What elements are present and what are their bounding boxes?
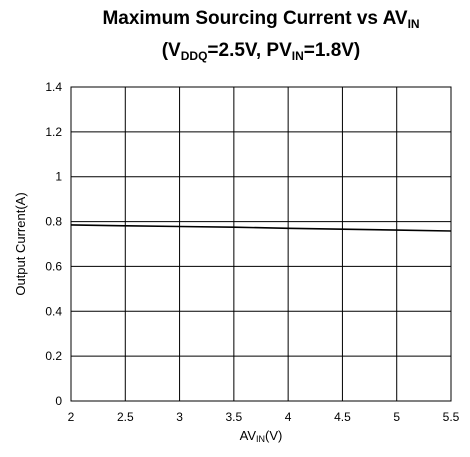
y-tick-labels: 0 0.2 0.4 0.6 0.8 1 1.2 1.4 [45, 80, 62, 408]
x-tick-label: 3.5 [226, 410, 243, 424]
x-tick-label: 2 [68, 410, 75, 424]
y-tick-label: 0.8 [45, 215, 62, 229]
plot-frame [70, 86, 452, 402]
x-tick-label: 4 [285, 410, 292, 424]
chart-title-line1: Maximum Sourcing Current vs AVIN [102, 8, 420, 31]
x-tick-label: 2.5 [117, 410, 134, 424]
y-tick-label: 0.6 [45, 259, 62, 273]
x-tick-label: 5 [393, 410, 400, 424]
x-tick-label: 4.5 [334, 410, 351, 424]
x-tick-label: 5.5 [443, 410, 460, 424]
y-tick-label: 1 [55, 170, 62, 184]
y-tick-label: 1.2 [45, 125, 62, 139]
y-tick-label: 0.2 [45, 349, 62, 363]
series-line [70, 224, 452, 232]
y-tick-label: 0.4 [45, 304, 62, 318]
chart-title-line2: (VDDQ=2.5V, PVIN=1.8V) [161, 40, 361, 63]
x-axis-label: AVIN(V) [239, 428, 283, 444]
y-tick-label: 0 [55, 394, 62, 408]
x-tick-labels: 2 2.5 3 3.5 4 4.5 5 5.5 [68, 410, 460, 424]
x-tick-label: 3 [176, 410, 183, 424]
y-axis-label: Output Current(A) [13, 192, 28, 295]
grid-lines [70, 86, 452, 402]
y-tick-label: 1.4 [45, 80, 62, 94]
series-group [70, 224, 452, 232]
